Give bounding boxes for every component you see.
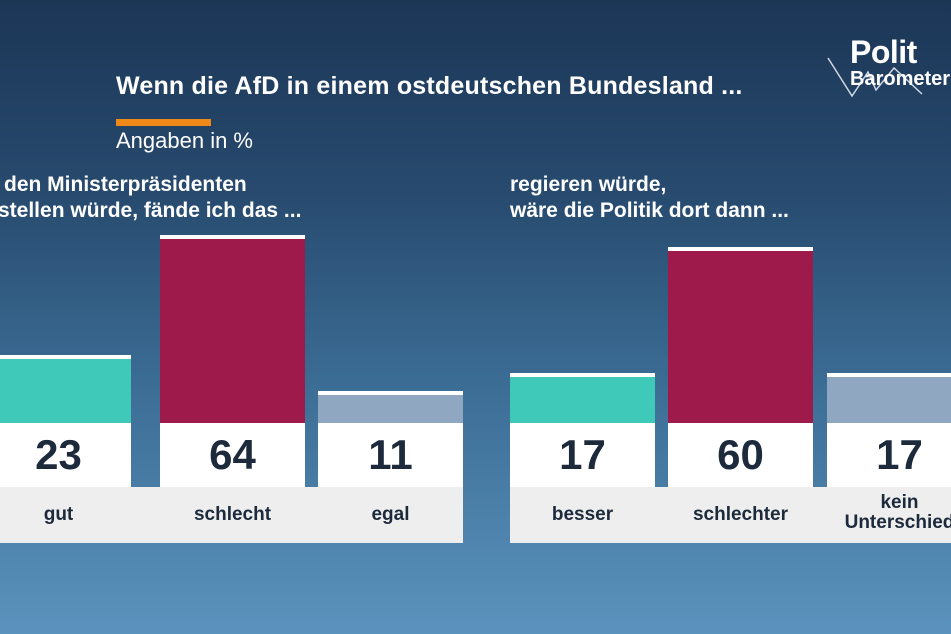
category-label-egal: egal	[371, 504, 410, 525]
question-right-line1: regieren würde,	[510, 173, 667, 196]
value-label-besser: 17	[510, 423, 655, 487]
question-left-line1: den Ministerpräsidenten	[4, 173, 247, 196]
politbarometer-logo: Polit Barometer	[822, 32, 951, 102]
bar-cap	[827, 373, 951, 377]
title-accent-bar	[116, 119, 211, 126]
bar-cap	[160, 235, 305, 239]
value-label-schlechter: 60	[668, 423, 813, 487]
bar-besser	[510, 373, 655, 423]
bar-cap	[318, 391, 463, 395]
value-label-kein-unterschied: 17	[827, 423, 951, 487]
bar-cap	[0, 355, 131, 359]
bar-gut	[0, 355, 131, 423]
category-strip: gut schlecht egal	[0, 487, 463, 543]
value-label-egal: 11	[318, 423, 463, 487]
category-label-gut: gut	[43, 504, 74, 525]
logo-text-polit: Polit	[850, 34, 917, 70]
question-right: regieren würde, wäre die Politik dort da…	[510, 172, 789, 224]
value-label-schlecht: 64	[160, 423, 305, 487]
bar-cap	[668, 247, 813, 251]
chart-subtitle: Angaben in %	[116, 128, 253, 153]
bar-schlechter	[668, 247, 813, 423]
bar-schlecht	[160, 235, 305, 423]
bar-kein-unterschied	[827, 373, 951, 423]
chart-title: Wenn die AfD in einem ostdeutschen Bunde…	[116, 72, 743, 100]
bar-cap	[510, 373, 655, 377]
category-label-schlechter: schlechter	[692, 504, 789, 525]
category-label-besser: besser	[551, 504, 614, 525]
question-left: den Ministerpräsidenten stellen würde, f…	[0, 172, 301, 224]
logo-text-barometer: Barometer	[850, 68, 951, 90]
bar-egal	[318, 391, 463, 423]
value-label-gut: 23	[0, 423, 131, 487]
category-label-kein-unterschied: kein Unterschied	[844, 492, 951, 533]
category-label-schlecht: schlecht	[193, 504, 272, 525]
category-strip: besser schlechter kein Unterschied	[510, 487, 951, 543]
question-left-line2: stellen würde, fände ich das ...	[0, 199, 302, 222]
question-right-line2: wäre die Politik dort dann ...	[510, 199, 789, 222]
